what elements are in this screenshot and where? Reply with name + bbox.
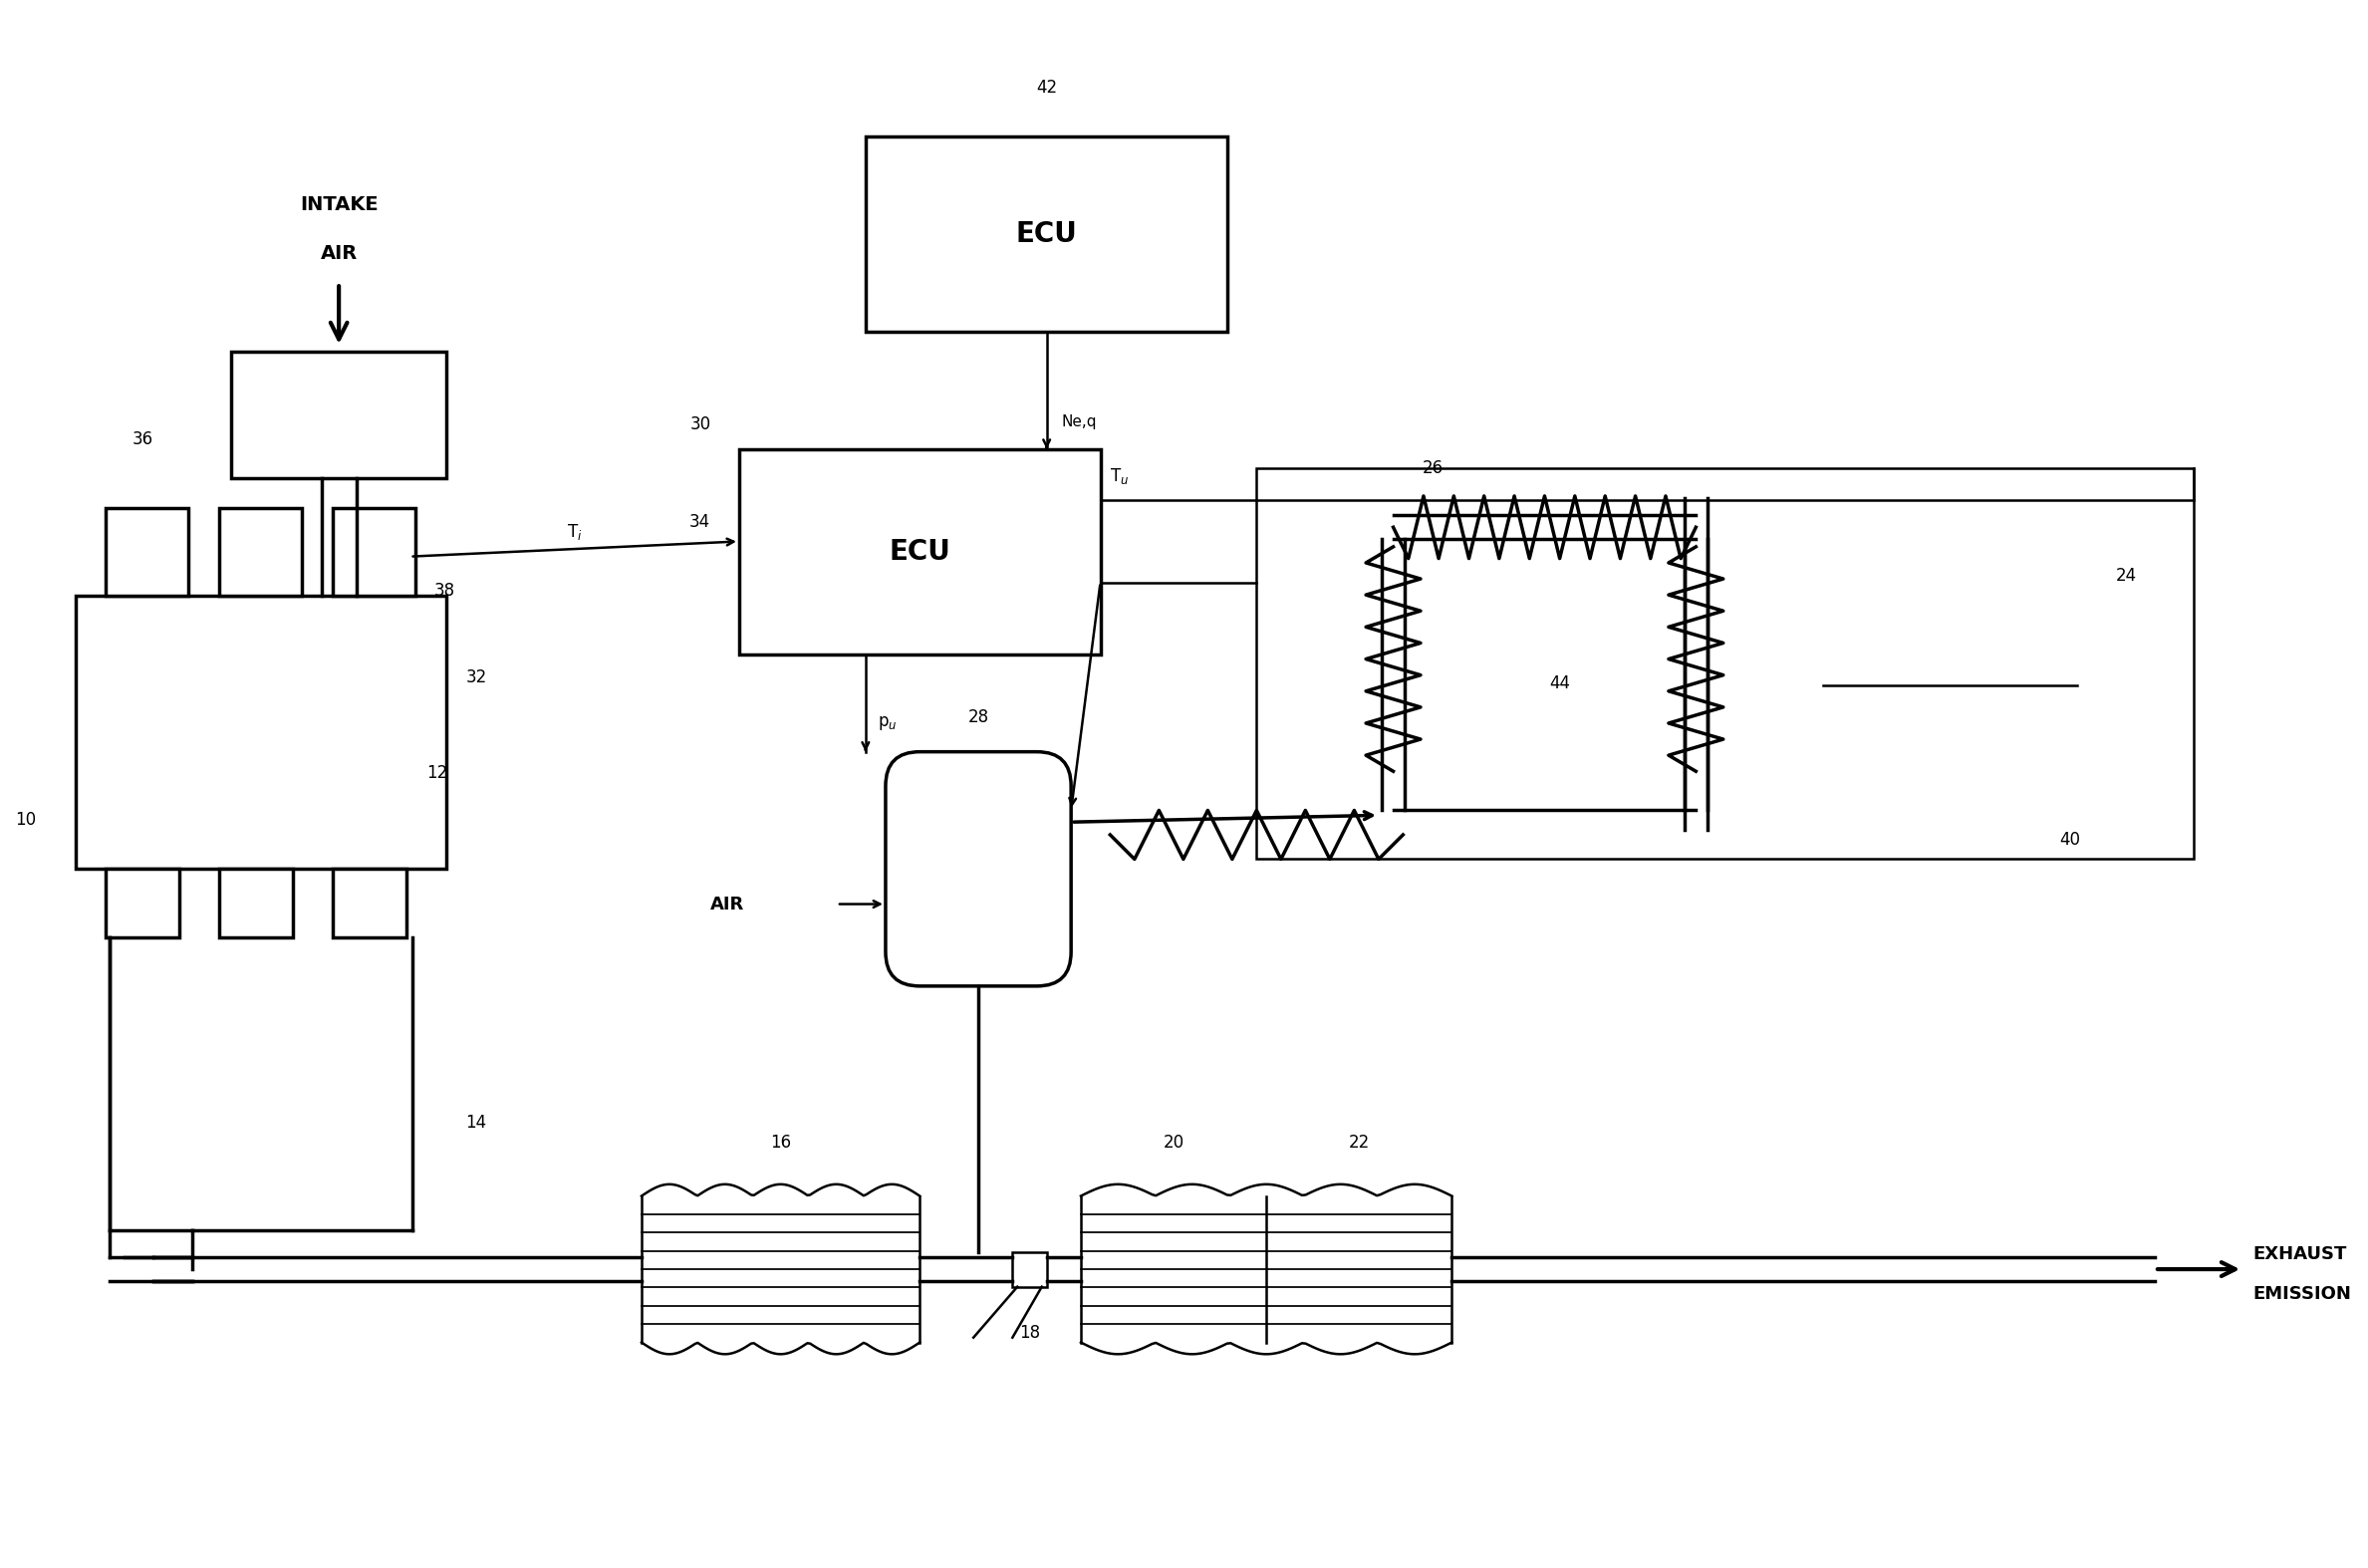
Bar: [76, 596, 445, 869]
Bar: [107, 869, 180, 938]
Text: 14: 14: [466, 1113, 488, 1132]
Text: 28: 28: [969, 709, 990, 726]
Bar: [358, 543, 410, 571]
FancyBboxPatch shape: [886, 751, 1070, 986]
Bar: [1991, 789, 2044, 820]
Text: ECU: ECU: [1016, 221, 1077, 248]
Text: 32: 32: [466, 668, 488, 687]
Text: 26: 26: [1423, 459, 1444, 478]
Text: 22: 22: [1347, 1134, 1369, 1151]
Text: T$_u$: T$_u$: [1111, 466, 1130, 486]
Text: AIR: AIR: [710, 895, 744, 913]
Text: 40: 40: [2060, 831, 2079, 848]
Text: p$_u$: p$_u$: [876, 715, 897, 732]
Text: 10: 10: [14, 811, 36, 829]
Text: T$_i$: T$_i$: [566, 522, 583, 543]
Bar: [867, 136, 1227, 332]
Text: 44: 44: [1549, 674, 1570, 693]
Bar: [334, 869, 405, 938]
Text: Ne,q: Ne,q: [1061, 414, 1096, 430]
Bar: [1257, 469, 2193, 859]
Text: EXHAUST: EXHAUST: [2252, 1245, 2347, 1264]
Text: 34: 34: [689, 513, 710, 532]
Bar: [739, 448, 1101, 654]
Text: EMISSION: EMISSION: [2252, 1284, 2351, 1303]
FancyBboxPatch shape: [1814, 488, 2086, 839]
Text: 24: 24: [2115, 568, 2136, 585]
Bar: [107, 508, 189, 596]
Text: 30: 30: [691, 416, 710, 434]
Text: 38: 38: [436, 582, 455, 599]
Text: 18: 18: [1018, 1323, 1040, 1342]
Text: AIR: AIR: [320, 245, 358, 263]
Bar: [232, 351, 445, 478]
Bar: [334, 508, 417, 596]
Text: 20: 20: [1163, 1134, 1184, 1151]
Text: 36: 36: [133, 430, 154, 448]
Bar: [220, 508, 303, 596]
Bar: [1014, 1253, 1047, 1287]
Bar: [220, 869, 294, 938]
Text: ECU: ECU: [888, 538, 950, 566]
Text: 12: 12: [426, 764, 448, 782]
Text: 42: 42: [1037, 78, 1056, 97]
Text: INTAKE: INTAKE: [301, 196, 379, 215]
Text: 16: 16: [770, 1134, 791, 1151]
